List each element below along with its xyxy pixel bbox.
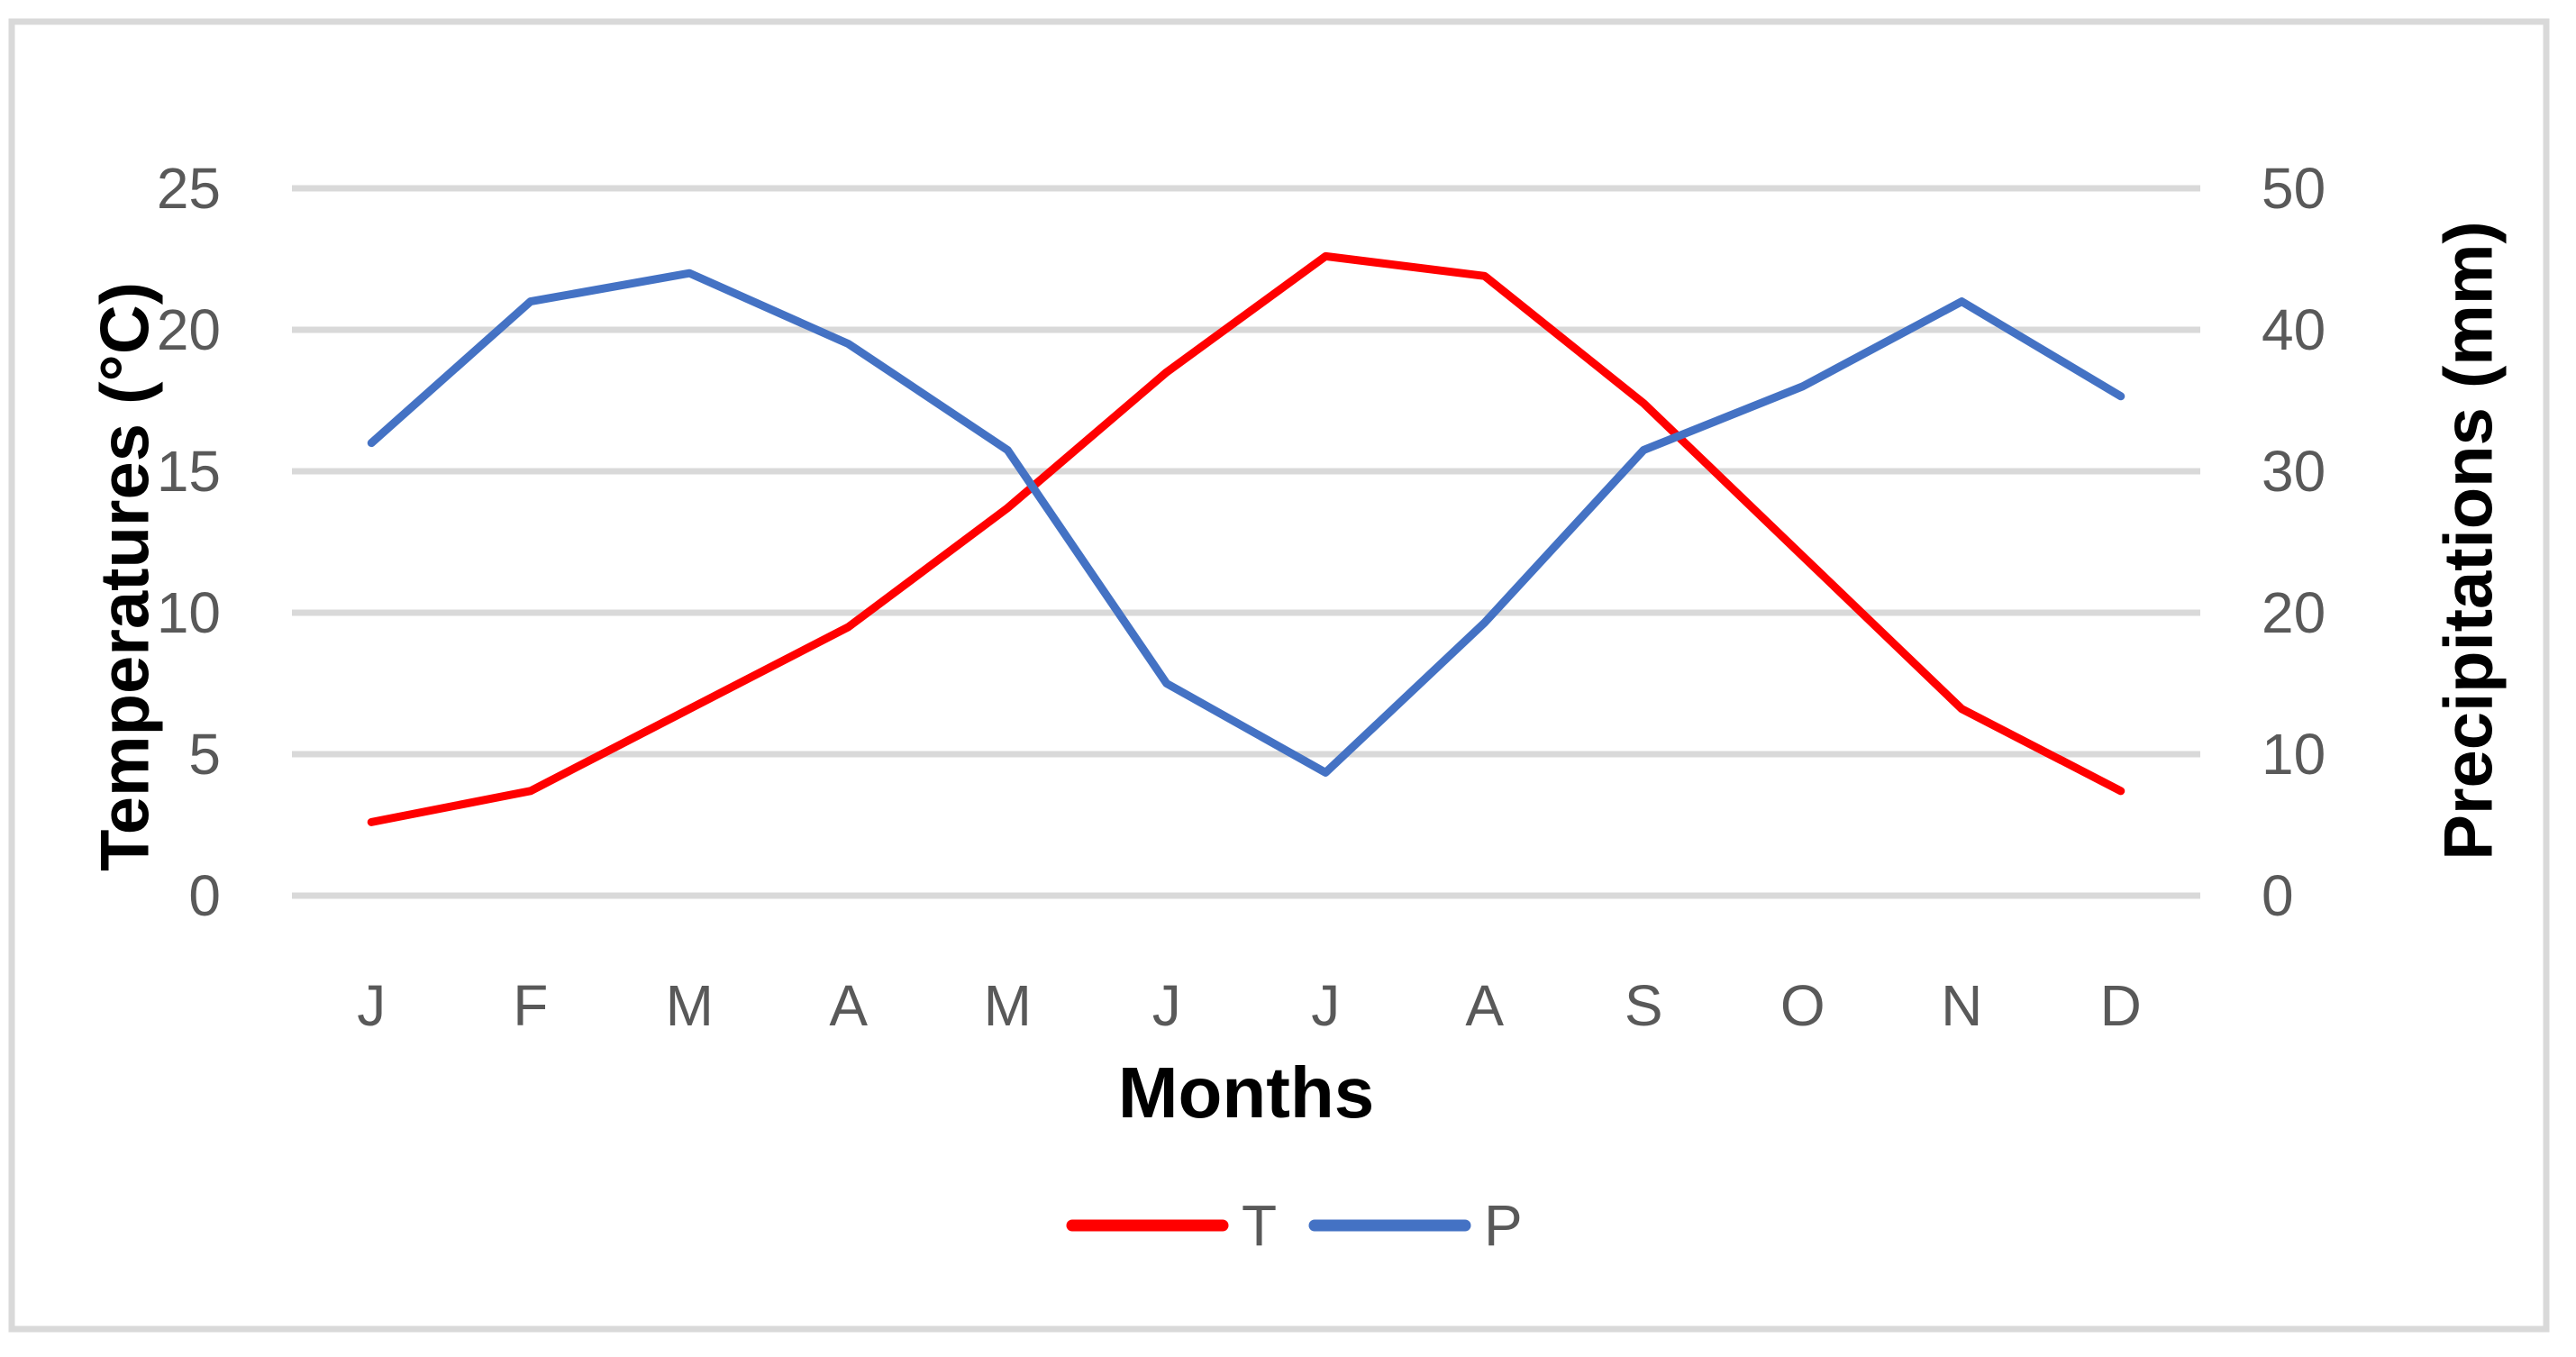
month-label: J [1311, 973, 1340, 1038]
month-label: A [1465, 973, 1504, 1038]
left-tick-label: 25 [157, 156, 221, 221]
left-axis-tick-labels: 25 20 15 10 5 0 [157, 156, 221, 928]
legend-label-temperature: T [1242, 1193, 1277, 1258]
series-line-p [367, 269, 2125, 777]
left-tick-label: 5 [188, 722, 221, 787]
month-label: O [1780, 973, 1825, 1038]
series-line-t [367, 251, 2125, 826]
right-tick-label: 20 [2262, 580, 2326, 645]
legend-label-precipitation: P [1484, 1193, 1523, 1258]
right-axis-tick-labels: 50 40 30 20 10 0 [2262, 156, 2326, 928]
left-tick-label: 15 [157, 439, 221, 504]
month-label: N [1941, 973, 1982, 1038]
month-label: S [1625, 973, 1663, 1038]
right-tick-label: 40 [2262, 297, 2326, 362]
month-label: M [666, 973, 714, 1038]
month-label: J [357, 973, 386, 1038]
month-label: J [1152, 973, 1181, 1038]
chart-border [8, 18, 2550, 1333]
left-tick-label: 10 [157, 580, 221, 645]
right-tick-label: 0 [2262, 863, 2294, 928]
month-label: D [2100, 973, 2142, 1038]
left-tick-label: 0 [188, 863, 221, 928]
left-tick-label: 20 [157, 297, 221, 362]
legend: T P [1066, 1193, 1523, 1258]
right-axis-title: Precipitations (mm) [2431, 221, 2508, 860]
right-tick-label: 50 [2262, 156, 2326, 221]
series-lines [367, 251, 2125, 826]
x-axis-title: Months [1118, 1052, 1374, 1133]
right-tick-label: 30 [2262, 439, 2326, 504]
month-label: F [513, 973, 548, 1038]
right-tick-label: 10 [2262, 722, 2326, 787]
month-label: A [829, 973, 868, 1038]
left-axis-title: Temperatures (°C) [87, 282, 164, 871]
month-label: M [984, 973, 1032, 1038]
